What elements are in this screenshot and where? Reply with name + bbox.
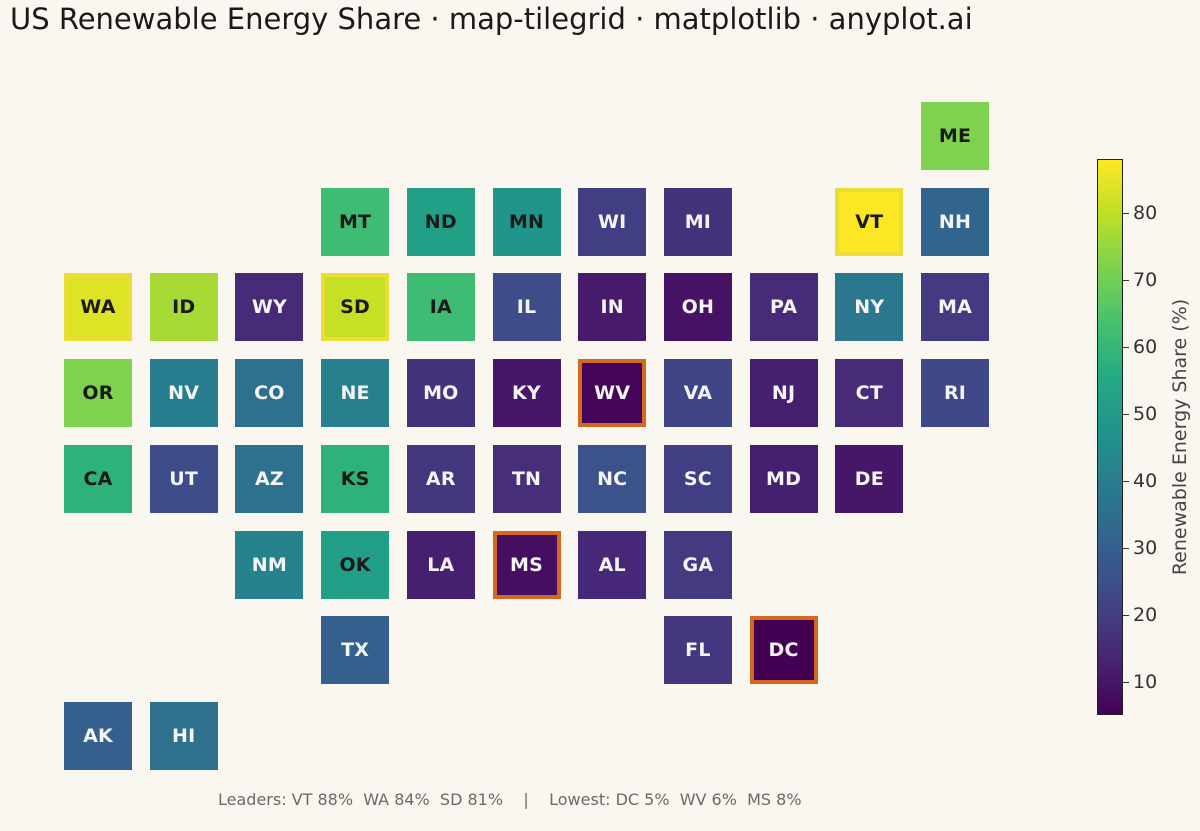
state-tile-ak: AK [64,701,132,770]
state-tile-ok: OK [321,530,390,599]
state-tile-mn: MN [492,187,561,256]
state-tile-hi: HI [149,701,218,770]
state-tile-wa: WA [64,273,132,342]
colorbar-tick-label: 50 [1133,402,1158,425]
state-tile-nm: NM [235,530,304,599]
colorbar-tick-mark [1123,480,1129,482]
colorbar-tick-label: 10 [1133,670,1158,693]
state-tile-ma: MA [921,273,989,342]
state-tile-ne: NE [321,359,390,428]
state-tile-mt: MT [321,187,390,256]
colorbar-label: Renewable Energy Share (%) [1169,298,1191,576]
state-tile-il: IL [492,273,561,342]
state-tile-co: CO [235,359,304,428]
tile-grid-map: ME MT ND MN WI MI VT NH WA ID WY SD IA IL IN OH PA NY MA OR… [64,102,989,770]
state-tile-mi: MI [663,187,732,256]
colorbar-tick-mark [1123,413,1129,415]
state-tile-wi: WI [578,187,647,256]
state-tile-nd: ND [406,187,475,256]
state-tile-dc: DC [749,616,818,685]
state-tile-ca: CA [64,444,132,513]
state-tile-fl: FL [663,616,732,685]
state-tile-pa: PA [749,273,818,342]
colorbar-tick-mark [1123,212,1129,214]
state-tile-nc: NC [578,444,647,513]
colorbar-tick-mark [1123,614,1129,616]
state-tile-mo: MO [406,359,475,428]
state-tile-in: IN [578,273,647,342]
colorbar-tick-mark [1123,547,1129,549]
state-tile-ct: CT [835,359,904,428]
colorbar-tick-mark [1123,279,1129,281]
state-tile-tn: TN [492,444,561,513]
state-tile-sc: SC [663,444,732,513]
state-tile-ga: GA [663,530,732,599]
state-tile-tx: TX [321,616,390,685]
state-tile-vt: VT [835,187,904,256]
state-tile-nv: NV [149,359,218,428]
colorbar-tick-mark [1123,346,1129,348]
state-tile-ny: NY [835,273,904,342]
colorbar-tick-label: 30 [1133,536,1158,559]
state-tile-nj: NJ [749,359,818,428]
state-tile-ia: IA [406,273,475,342]
state-tile-la: LA [406,530,475,599]
state-tile-az: AZ [235,444,304,513]
state-tile-ri: RI [921,359,989,428]
state-tile-me: ME [921,102,989,170]
colorbar-tick-label: 70 [1133,268,1158,291]
state-tile-wv: WV [578,359,647,428]
state-tile-de: DE [835,444,904,513]
state-tile-wy: WY [235,273,304,342]
state-tile-ar: AR [406,444,475,513]
colorbar-tick-label: 20 [1133,603,1158,626]
footer-summary: Leaders: VT 88% WA 84% SD 81% | Lowest: … [218,790,802,809]
state-tile-nh: NH [921,187,989,256]
state-tile-va: VA [663,359,732,428]
state-tile-md: MD [749,444,818,513]
colorbar-tick-mark [1123,681,1129,683]
state-tile-ky: KY [492,359,561,428]
state-tile-oh: OH [663,273,732,342]
colorbar [1097,159,1123,715]
state-tile-id: ID [149,273,218,342]
state-tile-al: AL [578,530,647,599]
colorbar-tick-label: 80 [1133,201,1158,224]
state-tile-or: OR [64,359,132,428]
colorbar-tick-label: 60 [1133,335,1158,358]
chart-title: US Renewable Energy Share · map-tilegrid… [10,2,973,36]
state-tile-ks: KS [321,444,390,513]
state-tile-ut: UT [149,444,218,513]
state-tile-ms: MS [492,530,561,599]
colorbar-tick-label: 40 [1133,469,1158,492]
state-tile-sd: SD [321,273,390,342]
